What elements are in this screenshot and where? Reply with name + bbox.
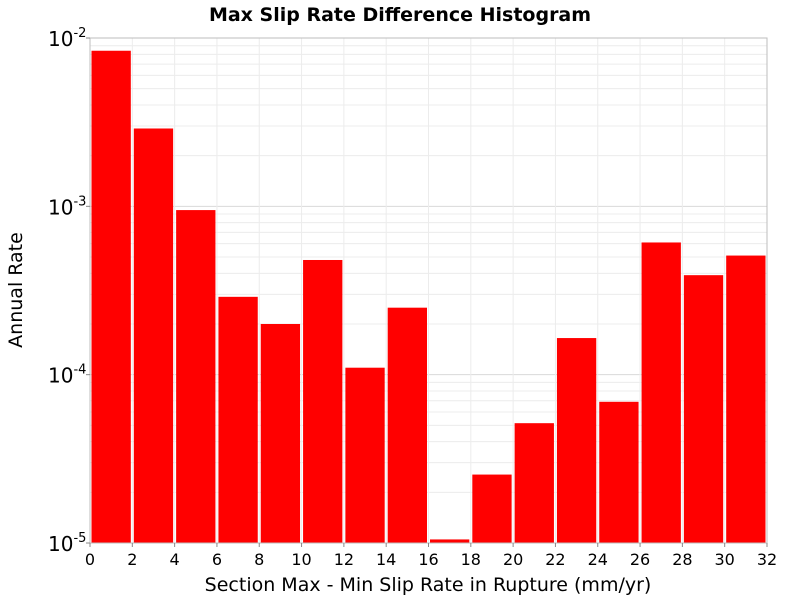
histogram-bar (303, 259, 343, 543)
histogram-bar (176, 210, 216, 543)
y-tick-exponent: -4 (73, 363, 86, 378)
x-tick-label: 18 (461, 550, 481, 569)
x-tick-label: 22 (545, 550, 565, 569)
histogram-bar (387, 307, 427, 543)
y-tick-base: 10 (48, 27, 73, 51)
x-tick-label: 2 (127, 550, 137, 569)
y-tick-base: 10 (48, 532, 73, 556)
histogram-bar (726, 255, 766, 543)
x-tick-label: 0 (85, 550, 95, 569)
histogram-bar (218, 296, 258, 543)
histogram-bar (599, 401, 639, 543)
histogram-bar (514, 423, 554, 543)
y-tick-label: 10-3 (48, 194, 86, 219)
x-tick-label: 20 (503, 550, 523, 569)
bars (91, 50, 766, 544)
x-axis-label: Section Max - Min Slip Rate in Rupture (… (205, 574, 652, 596)
x-tick-label: 28 (672, 550, 692, 569)
histogram-bar (91, 50, 131, 544)
y-tick-base: 10 (48, 195, 73, 219)
x-tick-label: 26 (630, 550, 650, 569)
x-tick-label: 10 (291, 550, 311, 569)
chart-title: Max Slip Rate Difference Histogram (209, 4, 591, 26)
x-tick-label: 6 (212, 550, 222, 569)
x-tick-label: 8 (254, 550, 264, 569)
y-tick-label: 10-5 (48, 531, 86, 556)
x-tick-label: 24 (588, 550, 608, 569)
y-tick-label: 10-4 (48, 363, 86, 388)
x-tick-label: 12 (334, 550, 354, 569)
y-tick-label: 10-2 (48, 26, 86, 51)
histogram-bar (133, 128, 174, 543)
x-axis-ticks: 0 2 4 6 8 10 12 14 16 18 20 22 24 26 28 30 32 (85, 543, 777, 569)
x-tick-label: 16 (418, 550, 438, 569)
y-tick-exponent: -2 (73, 26, 86, 41)
x-tick-label: 14 (376, 550, 396, 569)
x-tick-label: 4 (170, 550, 180, 569)
x-tick-label: 30 (715, 550, 735, 569)
histogram-bar (430, 539, 470, 543)
y-tick-exponent: -5 (73, 531, 86, 546)
histogram-bar (345, 367, 385, 543)
histogram-bar (472, 474, 512, 543)
histogram-bar (641, 242, 681, 543)
y-axis-ticks: 10-510-410-310-2 (48, 26, 90, 556)
histogram-bar (556, 338, 597, 543)
histogram-bar (683, 275, 724, 543)
y-tick-exponent: -3 (73, 194, 86, 209)
y-axis-label: Annual Rate (5, 232, 27, 348)
x-tick-label: 32 (757, 550, 777, 569)
histogram-bar (260, 323, 301, 543)
y-tick-base: 10 (48, 364, 73, 388)
